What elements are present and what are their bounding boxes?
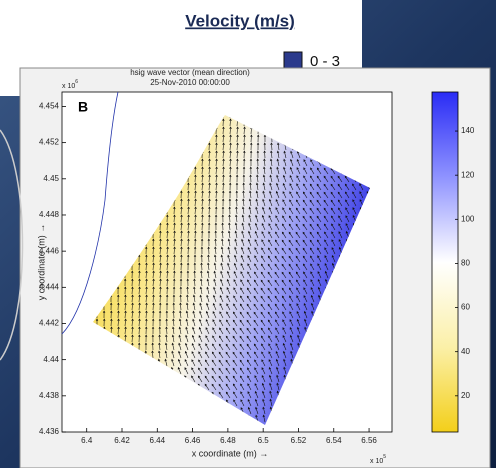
colorbar — [432, 92, 458, 432]
y-tick-label: 4.454 — [39, 102, 60, 111]
colorbar-tick-label: 40 — [461, 347, 470, 356]
page: {"legend_panel": {"title": "Velocity (m/… — [0, 0, 496, 468]
colorbar-tick-label: 60 — [461, 303, 470, 312]
x-tick-label: 6.48 — [220, 436, 236, 445]
colorbar-tick-label: 140 — [461, 126, 475, 135]
y-tick-label: 4.442 — [39, 319, 60, 328]
x-scale-base: x 10 — [370, 458, 383, 465]
colorbar-tick-label: 100 — [461, 214, 475, 223]
y-tick-label: 4.45 — [43, 174, 59, 183]
chart-subtitle: 25-Nov-2010 00:00:00 — [150, 78, 230, 87]
x-tick-label: 6.56 — [361, 436, 377, 445]
colorbar-tick-label: 120 — [461, 170, 475, 179]
colorbar-tick-label: 20 — [461, 391, 470, 400]
panel-label: B — [78, 99, 88, 115]
y-scale-exp: 6 — [75, 79, 78, 85]
legend-item: 0 - 3 — [310, 53, 340, 70]
y-tick-label: 4.44 — [43, 355, 59, 364]
x-tick-label: 6.4 — [81, 436, 93, 445]
x-tick-label: 6.54 — [326, 436, 342, 445]
x-scale-exp: 5 — [383, 454, 386, 460]
y-tick-label: 4.436 — [39, 427, 60, 436]
y-tick-label: 4.446 — [39, 246, 60, 255]
x-tick-label: 6.46 — [185, 436, 201, 445]
x-axis-label: x coordinate (m) → — [192, 448, 269, 458]
chart-title: hsig wave vector (mean direction) — [130, 68, 250, 77]
y-tick-label: 4.438 — [39, 391, 60, 400]
y-tick-label: 4.448 — [39, 210, 60, 219]
y-scale-base: x 10 — [62, 83, 75, 90]
screenshot: Velocity (m/s) 0 - 3 hsig wave vector (m… — [0, 0, 496, 468]
colorbar-tick-label: 80 — [461, 259, 470, 268]
legend-title: Velocity (m/s) — [185, 11, 295, 30]
y-tick-label: 4.452 — [39, 138, 60, 147]
x-tick-label: 6.44 — [150, 436, 166, 445]
x-tick-label: 6.52 — [291, 436, 307, 445]
y-tick-label: 4.444 — [39, 282, 60, 291]
x-tick-label: 6.42 — [114, 436, 130, 445]
x-tick-label: 6.5 — [258, 436, 270, 445]
legend-swatch — [284, 52, 302, 70]
